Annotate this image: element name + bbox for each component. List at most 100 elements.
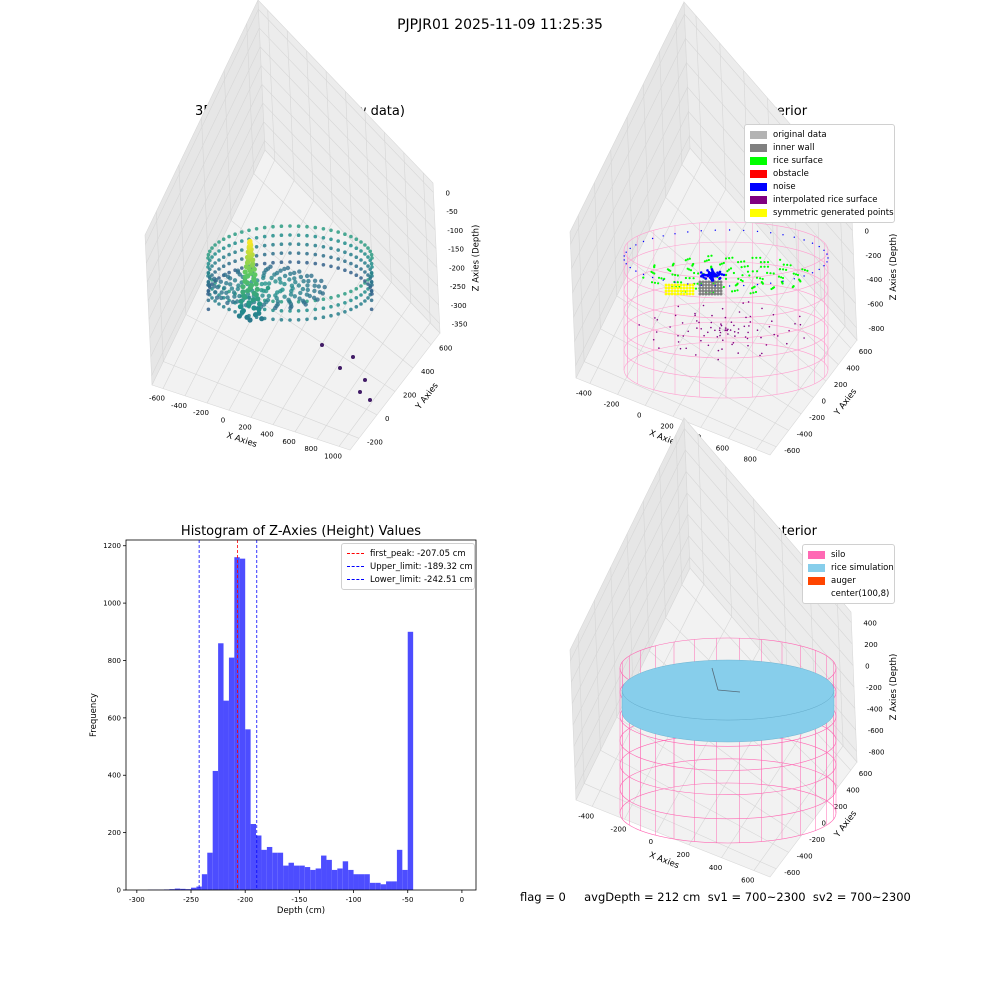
raw-point <box>305 299 309 304</box>
raw-point <box>292 270 297 276</box>
interpolated-point <box>658 347 660 349</box>
back-grid-x <box>364 111 373 262</box>
rice-surface-point <box>689 269 693 272</box>
noise-point <box>651 276 654 279</box>
raw-point <box>313 307 318 312</box>
raw-point <box>213 290 218 295</box>
rice-surface-point <box>785 268 788 271</box>
symmetric-point <box>685 289 689 293</box>
inner-wall-point <box>698 280 702 284</box>
raw-point <box>206 292 210 296</box>
wall-grid-z <box>151 140 440 376</box>
interpolated-point <box>729 329 732 331</box>
raw-point <box>321 227 326 231</box>
noise-point <box>756 283 759 286</box>
x-tick-label: 400 <box>260 431 273 439</box>
raw-point <box>254 297 259 302</box>
noise-point <box>826 253 828 255</box>
raw-point <box>254 263 259 267</box>
raw-point <box>320 291 325 296</box>
raw-point <box>256 310 262 316</box>
rice-surface-point <box>688 277 691 280</box>
rice-surface-point <box>684 276 688 280</box>
legend-entry: Lower_limit: -242.51 cm <box>347 573 472 586</box>
raw-point <box>206 261 211 266</box>
floor-grid-y <box>681 584 852 771</box>
inner-wall-point <box>713 280 717 284</box>
classify-plot-title: 3D classify of Silo Interior <box>640 104 808 119</box>
interpolated-point <box>707 344 710 347</box>
x-tick-label: -200 <box>611 825 627 833</box>
histogram-legend: first_peak: -207.05 cm Upper_limit: -189.… <box>341 543 475 590</box>
noise-point <box>811 242 814 244</box>
legend-label: center(100,8) <box>831 588 890 599</box>
legend-label: Upper_limit: -189.32 cm <box>370 561 473 572</box>
left-wall-pane <box>569 417 691 801</box>
noise-point <box>700 275 703 278</box>
raw-point <box>349 261 353 266</box>
rice-surface-point <box>766 261 770 264</box>
histogram-bar <box>337 868 343 890</box>
raw-point <box>217 240 221 244</box>
histogram-bar <box>250 824 257 890</box>
raw-point <box>240 312 244 316</box>
raw-point <box>304 292 310 297</box>
raw-point <box>231 290 237 295</box>
rice-surface-point <box>680 290 683 293</box>
rice-surface-point <box>734 284 737 287</box>
rice-surface-point <box>724 273 728 277</box>
floor-grid-y <box>584 361 777 448</box>
legend-swatch <box>750 182 767 191</box>
raw-point <box>213 299 217 303</box>
interpolated-point <box>725 329 727 331</box>
symmetric-point <box>664 286 668 290</box>
raw-point <box>271 242 275 247</box>
y-tick-label: -600 <box>784 447 800 455</box>
floor-grid-y <box>600 328 789 431</box>
legend-line-swatch <box>347 553 364 554</box>
rice-surface-point <box>672 262 675 265</box>
floor-grid-x <box>656 648 760 833</box>
raw-point <box>261 288 266 293</box>
raw-point <box>343 310 347 314</box>
left-wall-pane <box>144 0 266 386</box>
histogram-bar <box>310 869 316 890</box>
rice-surface-point <box>688 257 691 260</box>
back-grid-x <box>422 172 431 323</box>
raw-point <box>208 292 212 297</box>
silo-wire-ring <box>623 221 829 279</box>
rice-surface-point <box>697 272 700 275</box>
raw-point <box>282 273 288 279</box>
floor-grid-x <box>617 189 727 395</box>
raw-point <box>262 225 267 230</box>
rice-surface-point <box>751 287 754 290</box>
interpolated-point <box>765 344 768 346</box>
silo-wire-ring <box>619 782 837 844</box>
floor-grid-x <box>184 180 295 396</box>
z-tick-label: -350 <box>452 321 468 329</box>
rice-surface-point <box>716 272 719 275</box>
histogram-bar <box>169 889 175 890</box>
raw-point <box>321 263 326 267</box>
raw-point <box>296 309 301 313</box>
raw-point <box>227 234 231 239</box>
rice-surface-point <box>696 282 699 285</box>
raw-point <box>227 252 231 257</box>
inner-wall-point <box>701 283 705 287</box>
raw-point <box>262 243 267 248</box>
y-tick-label: 0 <box>822 820 826 828</box>
symmetric-point <box>685 286 689 290</box>
raw-point <box>298 290 303 296</box>
interpolated-point <box>720 323 722 325</box>
noise-point <box>712 272 715 276</box>
wall-grid-z <box>148 83 438 320</box>
raw-point <box>246 300 252 306</box>
rice-surface-point <box>803 268 807 272</box>
raw-point <box>336 312 341 316</box>
interpolated-point <box>724 329 726 332</box>
raw-point <box>369 280 374 285</box>
interpolated-point <box>655 331 658 333</box>
x-tick-label: 200 <box>238 424 251 432</box>
rice-surface-point <box>755 256 758 259</box>
rice-surface-point <box>746 265 749 268</box>
